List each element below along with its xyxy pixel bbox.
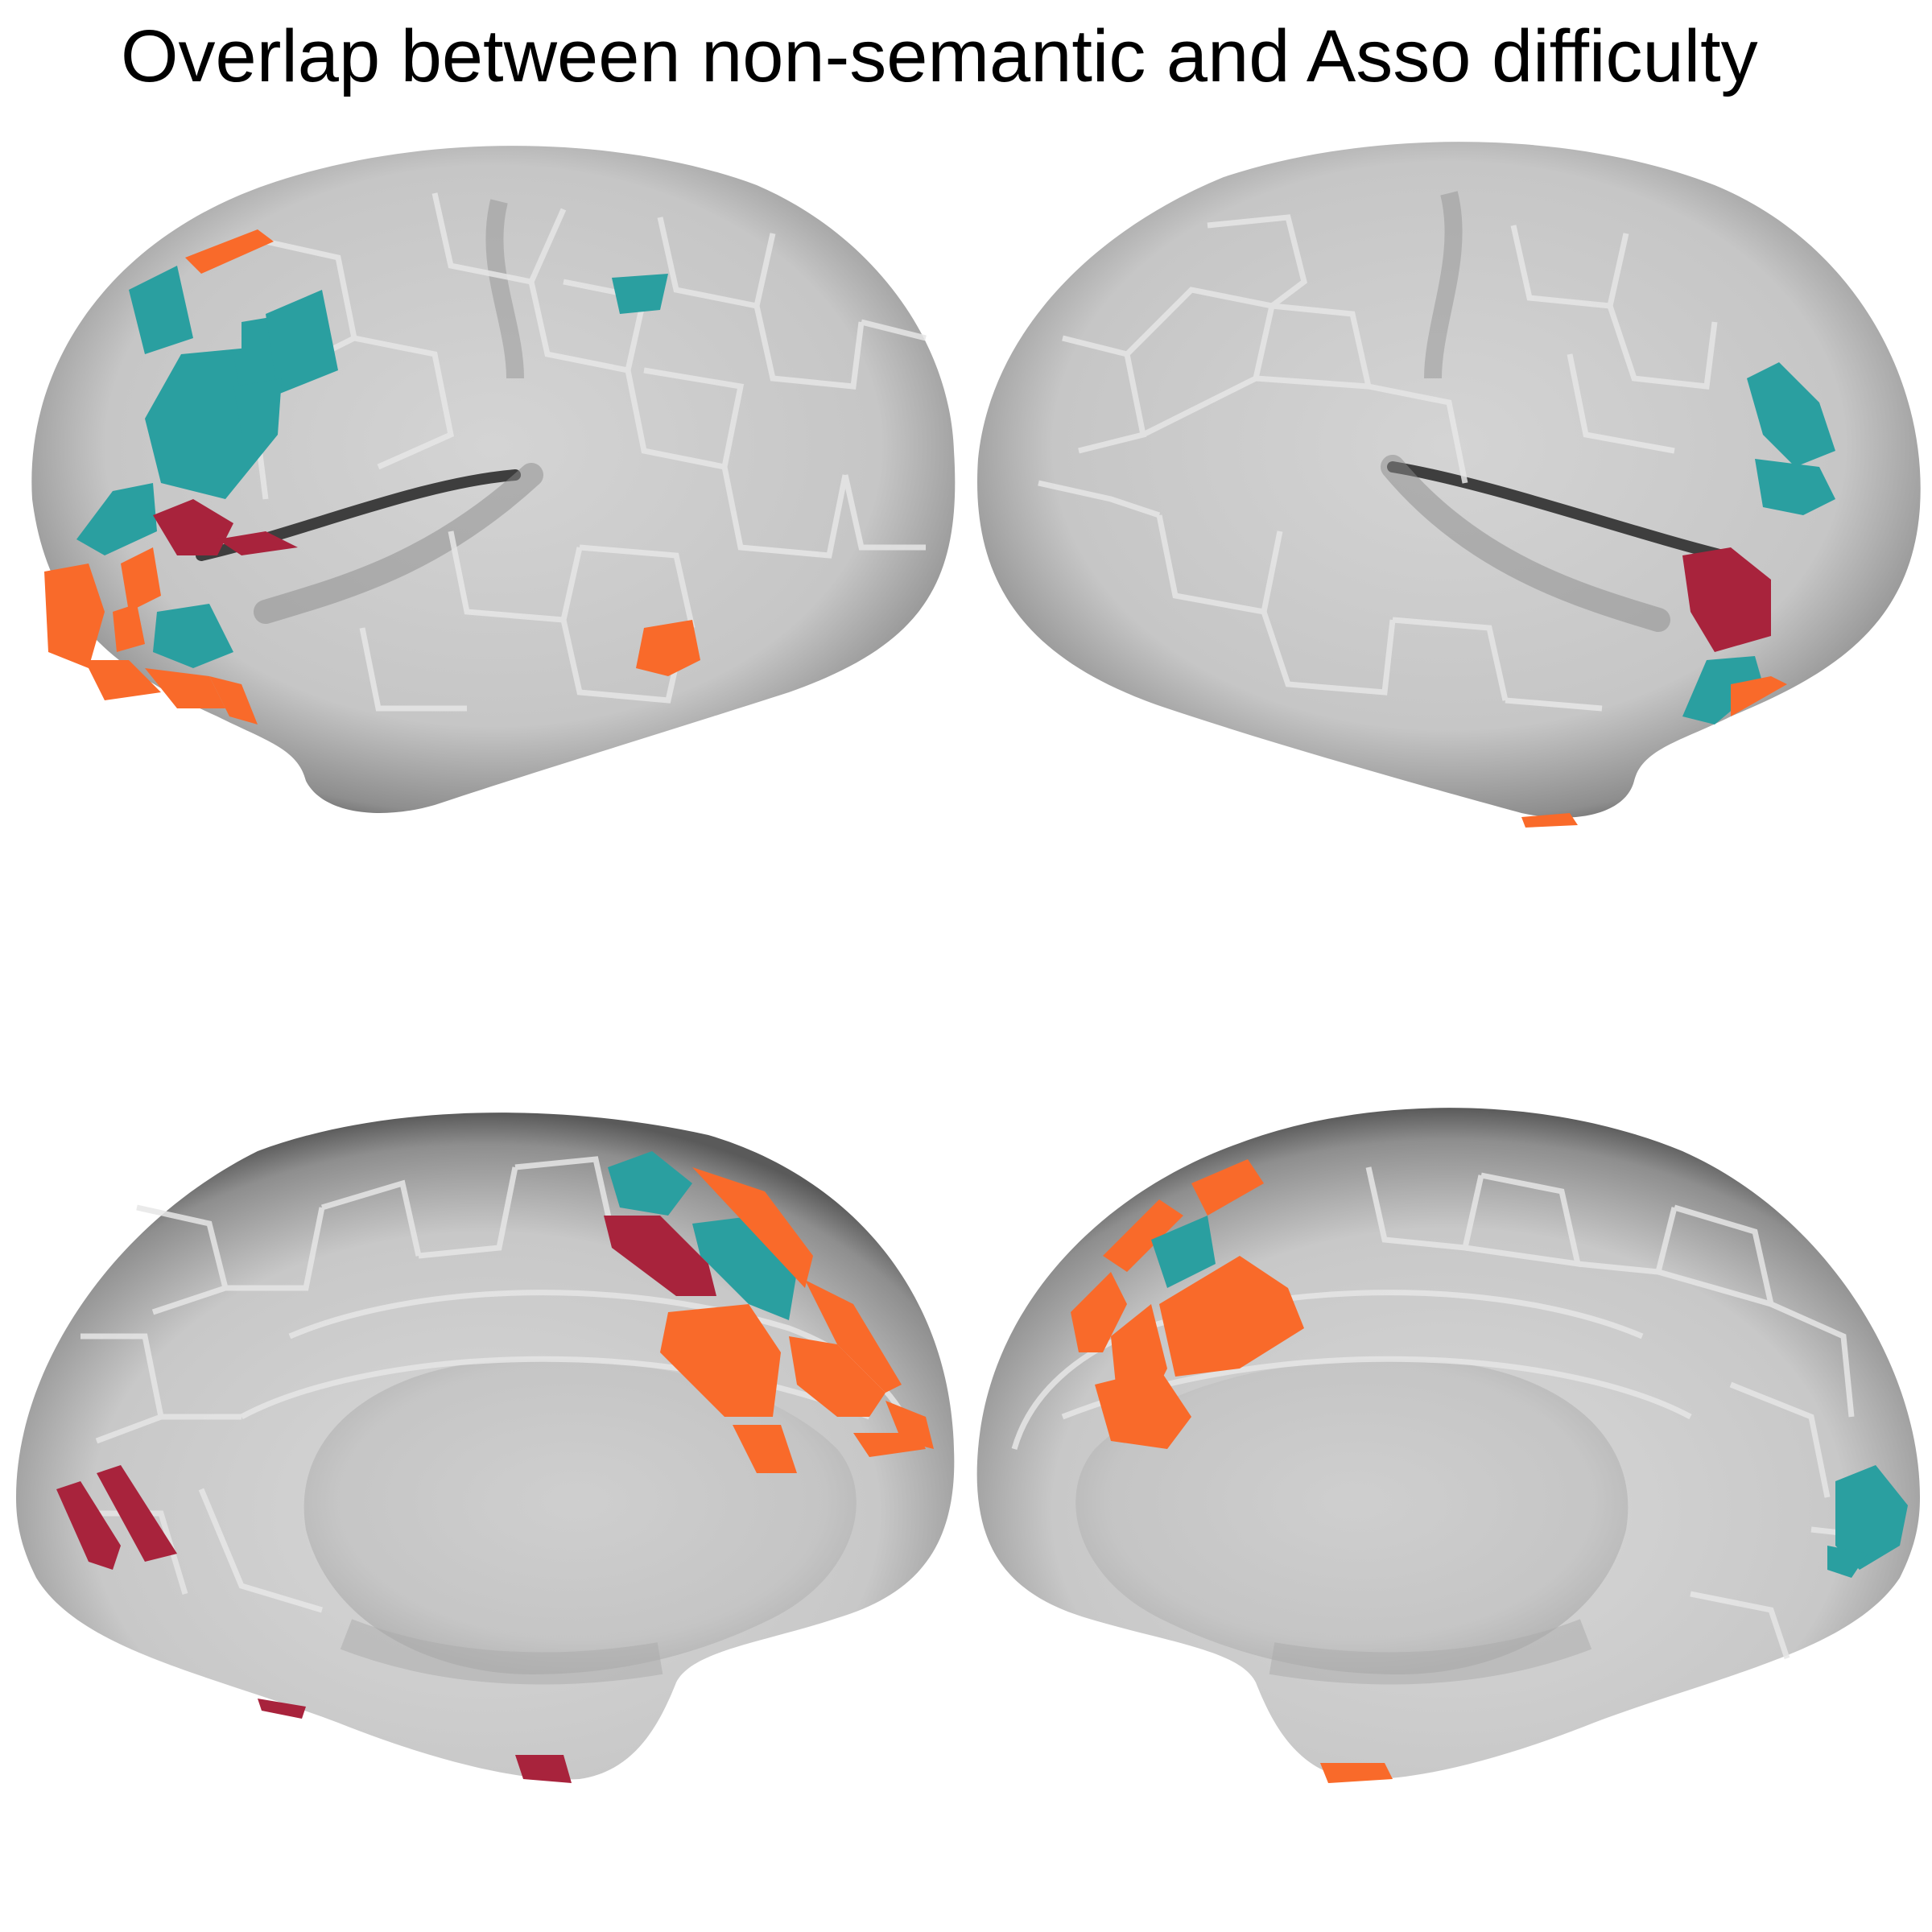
crimson-region (258, 1699, 306, 1719)
orange-region (789, 1336, 886, 1417)
teal-region (233, 378, 282, 435)
sylvian-fissure (1387, 461, 1728, 561)
orange-region (1103, 1199, 1183, 1272)
highlight-regions (1521, 362, 1835, 828)
orange-region (1521, 813, 1578, 828)
teal-region (612, 274, 668, 314)
orange-region (1191, 1159, 1264, 1216)
brain-left-lateral (31, 146, 956, 813)
highlight-regions (1071, 1159, 1908, 1783)
sylvian-fissure-shadow (254, 463, 543, 624)
orange-region (145, 668, 225, 708)
teal-region (76, 483, 157, 555)
orange-region (1071, 1272, 1127, 1352)
crimson-region (153, 499, 233, 555)
orange-region (113, 604, 145, 652)
orange-region (660, 1304, 781, 1417)
orange-region (44, 564, 105, 668)
crimson-region (97, 1465, 177, 1562)
highlight-regions (56, 1151, 934, 1783)
brain-right-lateral (977, 142, 1921, 828)
crimson-region (604, 1216, 716, 1296)
orange-region (1095, 1368, 1191, 1449)
teal-region (1747, 362, 1835, 467)
sylvian-fissure-shadow (1381, 455, 1670, 632)
corpus-callosum-shadow (340, 1619, 663, 1685)
corpus-callosum-shadow (1269, 1619, 1592, 1685)
crimson-region (217, 531, 298, 555)
medial-wall (1075, 1359, 1629, 1674)
orange-region (209, 676, 258, 724)
orange-region (636, 620, 700, 676)
orange-region (805, 1280, 902, 1393)
teal-region (1151, 1216, 1216, 1288)
teal-region (1835, 1465, 1908, 1570)
orange-region (886, 1401, 934, 1449)
teal-region (1755, 459, 1835, 515)
teal-region (1827, 1546, 1868, 1578)
medial-wall (303, 1359, 857, 1674)
brain-left-medial (16, 1113, 955, 1783)
crimson-region (1682, 547, 1771, 652)
central-sulcus-shadow (485, 199, 524, 379)
crimson-region (56, 1481, 121, 1570)
orange-region (121, 547, 161, 612)
crimson-region (515, 1755, 572, 1783)
parcel-borders (1038, 214, 1718, 712)
orange-region (733, 1425, 797, 1473)
orange-region (1159, 1256, 1304, 1377)
orange-region (853, 1433, 926, 1457)
orange-region (692, 1167, 813, 1288)
orange-region (185, 229, 274, 274)
orange-region (1731, 676, 1787, 716)
teal-region (129, 266, 193, 354)
page-title: Overlap between non-semantic and Asso di… (121, 15, 1758, 97)
orange-region (1320, 1763, 1393, 1783)
teal-region (153, 604, 233, 668)
teal-region (266, 290, 338, 394)
orange-region (85, 660, 161, 700)
highlight-regions (44, 229, 700, 724)
teal-region (1682, 656, 1763, 724)
brain-right-medial (976, 1108, 1920, 1783)
central-sulcus-shadow (1424, 191, 1463, 379)
teal-region (608, 1151, 692, 1216)
